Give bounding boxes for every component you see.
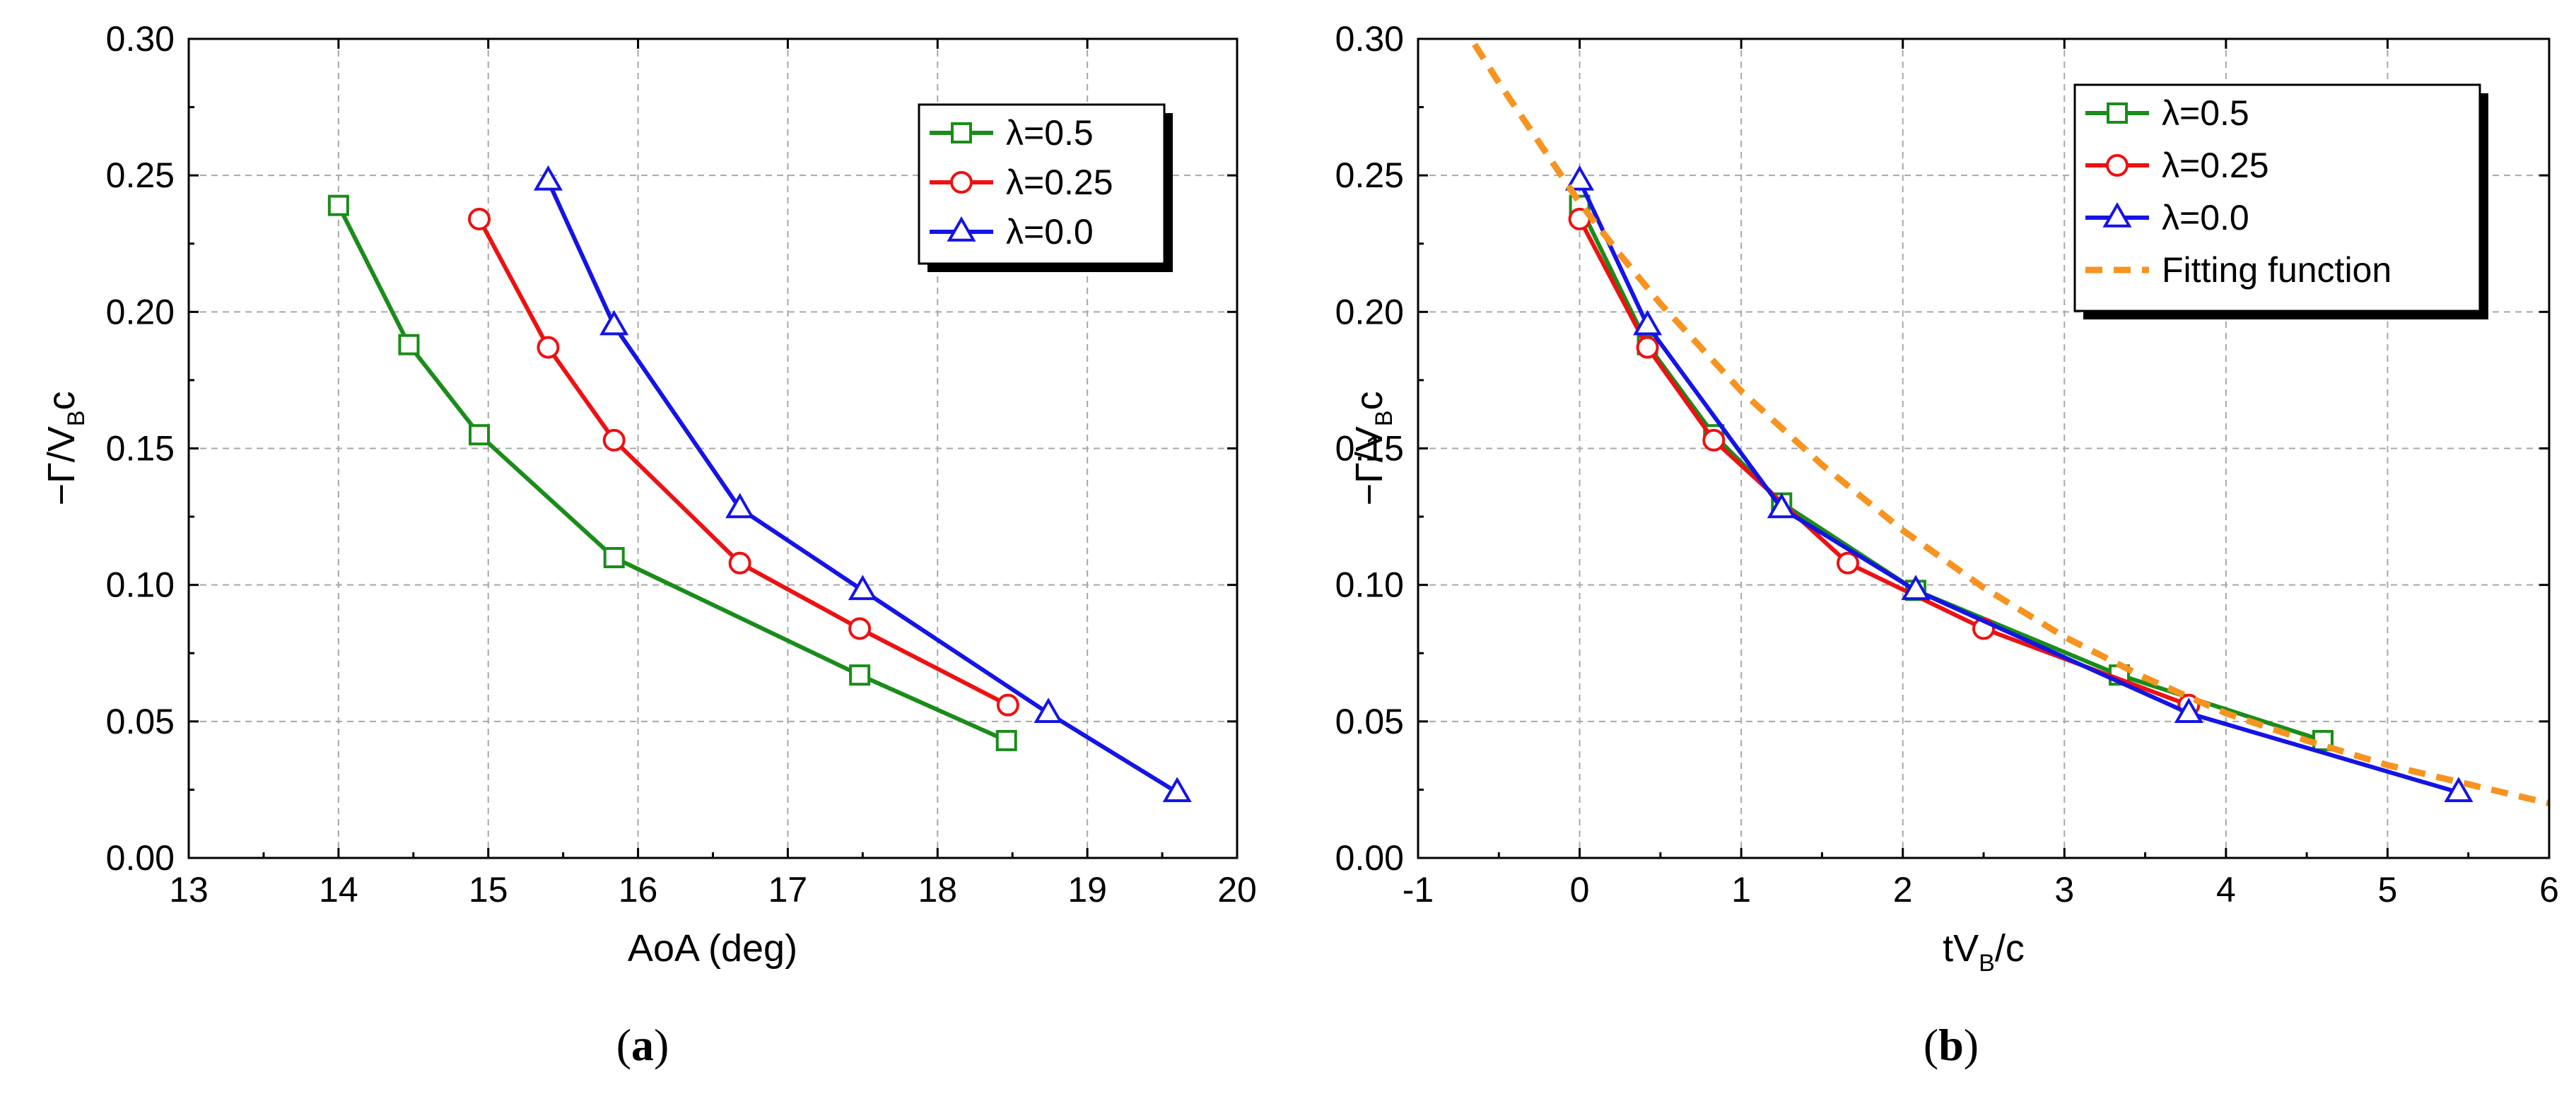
b-series-line-2: [1577, 180, 2459, 795]
b-data-point: [1633, 310, 1663, 336]
a-x-tick-label: 14: [319, 870, 358, 910]
panel-a-caption: (a): [616, 1020, 669, 1070]
b-legend-marker: [2102, 201, 2132, 228]
b-x-tick-label: 2: [1893, 870, 1913, 910]
b-legend-marker: [2107, 102, 2128, 124]
b-series-2: [1565, 165, 2473, 802]
a-legend-label: λ=0.25: [1006, 163, 1113, 202]
a-data-point: [848, 575, 877, 601]
b-legend-marker: [2106, 154, 2129, 177]
b-x-tick-label: -1: [1403, 870, 1434, 910]
a-data-point: [848, 617, 872, 640]
b-x-tick-label: 4: [2216, 870, 2236, 910]
b-data-point: [2174, 698, 2203, 723]
a-data-point: [1034, 698, 1063, 723]
a-series-line-1: [477, 218, 1009, 707]
panel-a-chart: 13 14 15 16 17 18 19 20 0.00 0.05 0.10 0.15 0.20 0.25…: [40, 19, 1257, 970]
a-ticks: 13 14 15 16 17 18 19 20 0.00 0.05 0.10 0.15 0.20 0.25…: [106, 19, 1257, 910]
b-series-line-3: [1472, 42, 2551, 807]
a-data-point: [1162, 777, 1192, 802]
a-legend: λ=0.5 λ=0.25 λ=0.0: [918, 103, 1173, 272]
a-data-point: [849, 664, 871, 686]
a-x-tick-label: 20: [1217, 870, 1257, 910]
b-x-tick-label: 0: [1570, 870, 1590, 910]
a-data-point: [469, 424, 491, 446]
b-legend-label: λ=0.25: [2162, 146, 2269, 185]
a-x-axis-label: AoA (deg): [628, 927, 797, 970]
a-data-point: [996, 693, 1019, 717]
a-y-tick-label: 0.05: [106, 702, 175, 741]
a-series-line-0: [336, 204, 1007, 743]
b-y-tick-label: 0.00: [1335, 838, 1404, 878]
a-data-point: [603, 547, 625, 569]
a-data-point: [327, 194, 349, 216]
a-x-tick-label: 17: [768, 870, 808, 910]
a-y-tick-label: 0.00: [106, 838, 175, 878]
b-data-point: [1565, 165, 1595, 191]
b-data-point: [2444, 777, 2473, 802]
a-data-point: [537, 336, 560, 359]
b-data-point: [1636, 336, 1659, 359]
b-data-point: [1837, 551, 1859, 575]
b-x-tick-label: 1: [1731, 870, 1751, 910]
a-series-0: [327, 194, 1017, 751]
panel-b-caption: (b): [1924, 1020, 1979, 1070]
a-data-point: [398, 334, 420, 355]
a-y-tick-label: 0.25: [106, 155, 175, 195]
b-legend-label: λ=0.5: [2162, 93, 2249, 133]
b-y-axis-label: −Γ/VBc: [1348, 392, 1398, 506]
b-data-point: [1901, 575, 1931, 601]
b-x-tick-label: 6: [2539, 870, 2559, 910]
b-legend-label: Fitting function: [2162, 250, 2391, 290]
b-data-point: [1702, 428, 1726, 452]
b-data-point: [1767, 493, 1796, 519]
b-legend-label: λ=0.0: [2162, 198, 2249, 237]
a-legend-label: λ=0.5: [1006, 113, 1094, 153]
b-series-3: [1472, 42, 2551, 807]
a-x-tick-label: 13: [169, 870, 209, 910]
a-x-tick-label: 19: [1067, 870, 1107, 910]
b-y-tick-label: 0.05: [1335, 702, 1404, 741]
a-legend-label: λ=0.0: [1006, 212, 1094, 252]
a-legend-marker: [950, 171, 973, 194]
a-y-tick-label: 0.20: [106, 292, 175, 331]
b-y-tick-label: 0.30: [1335, 19, 1404, 59]
a-legend-marker: [951, 122, 972, 143]
a-x-tick-label: 15: [469, 870, 508, 910]
a-data-point: [728, 551, 751, 575]
b-x-axis-label: tVB/c: [1943, 927, 2025, 977]
b-x-tick-label: 3: [2054, 870, 2074, 910]
panel-b-chart: -1 0 1 2 3 4 5 6 0.00 0.05 0.10 0.15 0.20 0.25 0.30 tVB…: [1335, 19, 2559, 977]
b-y-tick-label: 0.15: [1335, 429, 1404, 469]
a-data-point: [725, 493, 755, 519]
b-legend-box: [2073, 83, 2481, 312]
a-y-tick-label: 0.10: [106, 565, 175, 605]
a-x-tick-label: 18: [918, 870, 957, 910]
a-data-point: [995, 729, 1017, 751]
b-ticks: -1 0 1 2 3 4 5 6 0.00 0.05 0.10 0.15 0.20 0.25 0.30: [1335, 19, 2559, 910]
a-y-tick-label: 0.30: [106, 19, 175, 59]
a-data-point: [599, 310, 629, 336]
b-y-tick-label: 0.10: [1335, 565, 1404, 605]
b-y-tick-label: 0.20: [1335, 292, 1404, 331]
b-legend: λ=0.5 λ=0.25 λ=0.0 Fitting function: [2073, 83, 2488, 319]
a-series-1: [468, 207, 1019, 717]
a-data-point: [533, 165, 563, 191]
b-x-tick-label: 5: [2378, 870, 2398, 910]
a-data-point: [602, 428, 626, 452]
a-y-tick-label: 0.15: [106, 429, 175, 469]
a-legend-marker: [947, 216, 976, 242]
a-data-point: [468, 207, 491, 230]
b-y-tick-label: 0.25: [1335, 155, 1404, 195]
a-series-line-2: [546, 180, 1178, 794]
a-series-2: [533, 165, 1192, 802]
a-y-axis-label: −Γ/VBc: [40, 392, 90, 506]
a-x-tick-label: 16: [619, 870, 658, 910]
